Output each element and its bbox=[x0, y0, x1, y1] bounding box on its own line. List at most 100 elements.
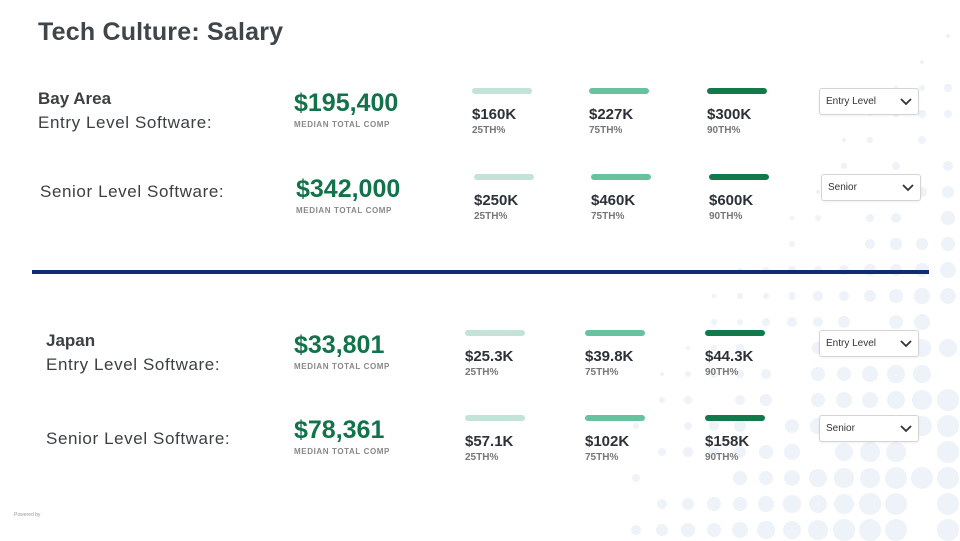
percentile-value: $250K bbox=[474, 192, 574, 209]
percentile-value: $39.8K bbox=[585, 348, 685, 365]
median-label: MEDIAN TOTAL COMP bbox=[294, 362, 454, 371]
decorative-dot bbox=[885, 467, 907, 489]
decorative-dot bbox=[837, 367, 851, 381]
percentile-label: 25TH% bbox=[474, 211, 574, 222]
decorative-dot bbox=[842, 138, 846, 142]
decorative-dot bbox=[811, 393, 825, 407]
percentile-bar bbox=[709, 174, 769, 180]
decorative-dot bbox=[757, 521, 774, 538]
median-japan-entry: $33,801 MEDIAN TOTAL COMP bbox=[294, 331, 454, 371]
percentile-25-japan-entry: $25.3K 25TH% bbox=[465, 330, 565, 378]
percentile-bar bbox=[591, 174, 651, 180]
percentile-90-japan-senior: $158K 90TH% bbox=[705, 415, 805, 463]
percentile-25-japan-senior: $57.1K 25TH% bbox=[465, 415, 565, 463]
decorative-dot bbox=[892, 162, 900, 170]
decorative-dot bbox=[733, 471, 747, 485]
median-amount: $342,000 bbox=[296, 175, 456, 203]
decorative-dot bbox=[890, 238, 901, 249]
decorative-dot bbox=[838, 316, 850, 328]
decorative-dot bbox=[864, 290, 876, 302]
percentile-90-bay-senior: $600K 90TH% bbox=[709, 174, 809, 222]
decorative-dot bbox=[940, 262, 955, 277]
decorative-dot bbox=[911, 467, 933, 489]
percentile-bar bbox=[705, 415, 765, 421]
percentile-label: 75TH% bbox=[589, 125, 689, 136]
decorative-dot bbox=[783, 521, 802, 540]
decorative-dot bbox=[834, 468, 853, 487]
decorative-dot bbox=[808, 520, 828, 540]
decorative-dot bbox=[862, 392, 879, 409]
decorative-dot bbox=[944, 110, 952, 118]
decorative-dot bbox=[862, 366, 878, 382]
percentile-value: $102K bbox=[585, 433, 685, 450]
level-label-japan-entry: Entry Level Software: bbox=[46, 355, 220, 375]
decorative-dot bbox=[889, 289, 903, 303]
decorative-dot bbox=[942, 186, 954, 198]
decorative-dot bbox=[707, 523, 721, 537]
decorative-dot bbox=[737, 293, 742, 298]
percentile-bar bbox=[585, 415, 645, 421]
level-select-japan-senior[interactable]: Senior bbox=[819, 415, 919, 442]
region-title-japan: Japan bbox=[46, 331, 95, 351]
level-label-japan-senior: Senior Level Software: bbox=[46, 429, 230, 449]
percentile-25-bay-senior: $250K 25TH% bbox=[474, 174, 574, 222]
decorative-dot bbox=[659, 397, 665, 403]
decorative-dot bbox=[886, 442, 907, 463]
chevron-down-icon bbox=[900, 98, 912, 106]
decorative-dot bbox=[891, 213, 901, 223]
percentile-value: $158K bbox=[705, 433, 805, 450]
decorative-dot bbox=[833, 519, 854, 540]
percentile-label: 90TH% bbox=[707, 125, 807, 136]
decorative-dot bbox=[841, 163, 846, 168]
decorative-dot bbox=[867, 137, 872, 142]
median-label: MEDIAN TOTAL COMP bbox=[294, 447, 454, 456]
decorative-dot bbox=[835, 443, 853, 461]
level-select-bay-senior[interactable]: Senior bbox=[821, 174, 921, 201]
decorative-dot bbox=[815, 215, 821, 221]
decorative-dot bbox=[809, 495, 828, 514]
decorative-dot bbox=[914, 314, 930, 330]
decorative-dot bbox=[684, 396, 691, 403]
median-amount: $195,400 bbox=[294, 89, 454, 117]
percentile-75-bay-entry: $227K 75TH% bbox=[589, 88, 689, 136]
percentile-label: 75TH% bbox=[585, 452, 685, 463]
decorative-dot bbox=[733, 497, 748, 512]
percentile-value: $460K bbox=[591, 192, 691, 209]
level-label-bay-entry: Entry Level Software: bbox=[38, 113, 212, 133]
decorative-dot bbox=[937, 467, 959, 489]
decorative-dot bbox=[632, 474, 640, 482]
percentile-value: $600K bbox=[709, 192, 809, 209]
decorative-dot bbox=[937, 389, 958, 410]
percentile-value: $44.3K bbox=[705, 348, 805, 365]
decorative-dot bbox=[682, 498, 694, 510]
chevron-down-icon bbox=[900, 425, 912, 433]
decorative-dot bbox=[865, 239, 875, 249]
percentile-bar bbox=[589, 88, 649, 94]
decorative-dot bbox=[887, 391, 905, 409]
decorative-dot bbox=[707, 497, 720, 510]
decorative-dot bbox=[866, 214, 875, 223]
percentile-label: 75TH% bbox=[591, 211, 691, 222]
percentile-bar bbox=[474, 174, 534, 180]
decorative-dot bbox=[885, 519, 907, 541]
decorative-dot bbox=[763, 293, 770, 300]
decorative-dot bbox=[711, 319, 716, 324]
decorative-dot bbox=[860, 442, 879, 461]
decorative-dot bbox=[685, 371, 691, 377]
decorative-dot bbox=[920, 60, 925, 65]
decorative-dot bbox=[657, 499, 668, 510]
decorative-dot bbox=[760, 394, 771, 405]
percentile-bar bbox=[472, 88, 532, 94]
level-select-bay-entry[interactable]: Entry Level bbox=[819, 88, 919, 115]
percentile-90-bay-entry: $300K 90TH% bbox=[707, 88, 807, 136]
percentile-bar bbox=[585, 330, 645, 336]
percentile-label: 75TH% bbox=[585, 367, 685, 378]
percentile-bar bbox=[465, 330, 525, 336]
decorative-dot bbox=[859, 493, 881, 515]
decorative-dot bbox=[813, 291, 823, 301]
decorative-dot bbox=[937, 519, 959, 541]
decorative-dot bbox=[712, 294, 716, 298]
decorative-dot bbox=[944, 84, 951, 91]
level-select-japan-entry[interactable]: Entry Level bbox=[819, 330, 919, 357]
section-divider bbox=[32, 270, 929, 274]
